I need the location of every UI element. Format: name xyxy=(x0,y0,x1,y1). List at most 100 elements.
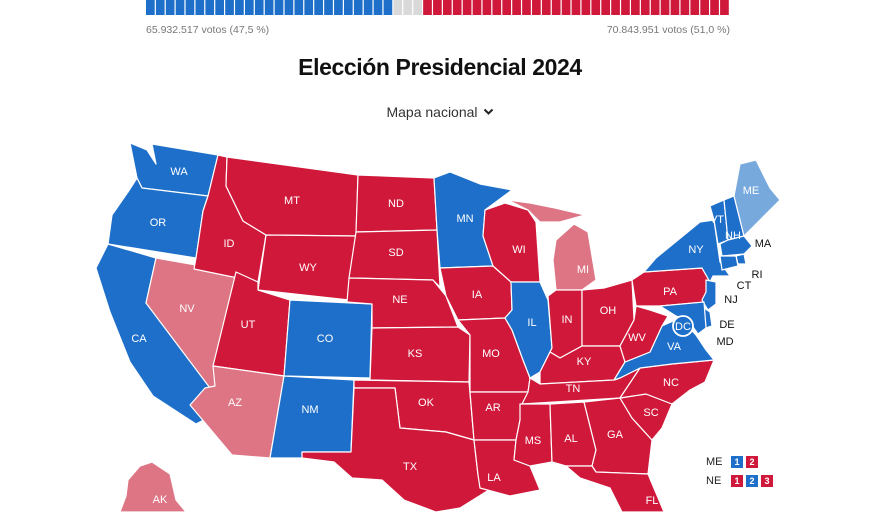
results-bar-segment-rep xyxy=(690,0,700,15)
chevron-down-icon xyxy=(483,103,494,119)
results-bar-segment-rep xyxy=(710,0,719,15)
state-label-dc: DC xyxy=(675,321,691,333)
results-bar-segment-dem xyxy=(383,0,393,15)
state-label-oh: OH xyxy=(600,305,617,317)
results-bar-segment-rep xyxy=(532,0,541,15)
results-bar-segment-rep xyxy=(700,0,710,15)
results-bar-segment-dem xyxy=(155,0,165,15)
state-label-co: CO xyxy=(317,333,334,345)
state-label-fl: FL xyxy=(646,495,659,507)
split-districts-legend: ME 1 2 NE 1 2 3 xyxy=(706,455,773,493)
state-fl[interactable] xyxy=(565,465,665,512)
state-tx[interactable] xyxy=(301,387,493,512)
results-bar-segment-rep xyxy=(482,0,492,15)
state-label-ri: RI xyxy=(752,269,763,281)
dem-votes-label: 65.932.517 votos (47,5 %) xyxy=(146,24,270,36)
results-bar-segment-dem xyxy=(373,0,383,15)
results-bar-segment-dem xyxy=(304,0,314,15)
state-label-mi: MI xyxy=(577,264,589,276)
state-label-mn: MN xyxy=(456,213,473,225)
map-selector-dropdown[interactable]: Mapa nacional xyxy=(0,103,880,120)
legend-row-me: ME 1 2 xyxy=(706,455,773,469)
legend-me-label: ME xyxy=(706,456,723,468)
state-label-nm: NM xyxy=(301,404,318,416)
state-label-tn: TN xyxy=(566,383,581,395)
results-bar xyxy=(146,0,729,15)
state-label-md: MD xyxy=(716,336,733,348)
results-bar-segment-dem xyxy=(324,0,333,15)
results-bar-segment-rep xyxy=(611,0,620,15)
state-label-vt: VT xyxy=(710,214,724,226)
results-bar-segment-dem xyxy=(215,0,224,15)
states-layer xyxy=(95,142,781,512)
state-label-nj: NJ xyxy=(724,294,737,306)
results-bar-segment-rep xyxy=(720,0,729,15)
results-bar-segment-rep xyxy=(512,0,521,15)
results-bar-segment-rep xyxy=(660,0,670,15)
results-bar-segment-rep xyxy=(670,0,680,15)
state-me[interactable] xyxy=(733,159,781,237)
results-bar-segment-dem xyxy=(363,0,373,15)
state-label-ne: NE xyxy=(392,294,407,306)
legend-row-ne: NE 1 2 3 xyxy=(706,474,773,488)
results-bar-segment-dem xyxy=(165,0,175,15)
results-bar-segment-dem xyxy=(343,0,353,15)
state-ct[interactable] xyxy=(719,255,739,271)
state-label-sc: SC xyxy=(643,407,658,419)
results-bar-segment-rep xyxy=(462,0,472,15)
state-label-nv: NV xyxy=(179,303,195,315)
state-ny[interactable] xyxy=(643,219,731,283)
state-wv[interactable] xyxy=(619,305,669,363)
results-bar-segment-dem xyxy=(244,0,254,15)
state-label-nc: NC xyxy=(663,377,679,389)
results-bar-segment-rep xyxy=(423,0,432,15)
state-label-mo: MO xyxy=(482,348,500,360)
results-bar-segment-dem xyxy=(353,0,363,15)
results-bar-segment-rep xyxy=(522,0,531,15)
state-label-wy: WY xyxy=(299,262,317,274)
rep-votes-label: 70.843.951 votos (51,0 %) xyxy=(606,24,730,36)
state-label-ia: IA xyxy=(472,289,483,301)
results-bar-segment-rep xyxy=(631,0,640,15)
state-label-al: AL xyxy=(564,433,577,445)
results-bar-segment-rep xyxy=(680,0,690,15)
ne-district-2: 2 xyxy=(746,475,758,487)
state-label-nd: ND xyxy=(388,198,404,210)
results-bar-segment-dem xyxy=(205,0,215,15)
results-bar-segment-dem xyxy=(264,0,274,15)
state-label-ca: CA xyxy=(131,333,147,345)
ne-district-1: 1 xyxy=(731,475,743,487)
state-label-ak: AK xyxy=(153,494,168,506)
state-label-de: DE xyxy=(719,319,734,331)
results-bar-segment-dem xyxy=(294,0,304,15)
state-mi[interactable] xyxy=(507,199,597,291)
results-bar-segment-neutral xyxy=(413,0,422,15)
results-bar-segment-rep xyxy=(472,0,482,15)
state-nm[interactable] xyxy=(269,375,355,459)
state-dc-marker[interactable] xyxy=(672,315,694,337)
state-label-nh: NH xyxy=(725,230,741,242)
state-label-wv: WV xyxy=(628,332,646,344)
state-label-ks: KS xyxy=(408,348,423,360)
results-bar-segment-rep xyxy=(541,0,551,15)
map-selector-label: Mapa nacional xyxy=(386,104,478,120)
state-label-ma: MA xyxy=(755,238,772,250)
state-label-ny: NY xyxy=(688,244,704,256)
results-bar-segment-rep xyxy=(433,0,442,15)
state-label-pa: PA xyxy=(663,286,678,298)
results-bar-segment-dem xyxy=(195,0,205,15)
results-bar-segment-rep xyxy=(640,0,650,15)
state-label-ar: AR xyxy=(485,402,500,414)
results-bar-segment-rep xyxy=(561,0,571,15)
state-label-ok: OK xyxy=(418,397,435,409)
results-bar-segment-dem xyxy=(185,0,195,15)
state-label-sd: SD xyxy=(388,247,403,259)
state-ak[interactable] xyxy=(119,461,187,512)
results-bar-segment-dem xyxy=(254,0,264,15)
results-bar-segment-rep xyxy=(442,0,452,15)
results-bar-segment-rep xyxy=(452,0,462,15)
state-label-wa: WA xyxy=(170,166,188,178)
state-label-ut: UT xyxy=(241,319,256,331)
results-bar-segment-rep xyxy=(571,0,581,15)
